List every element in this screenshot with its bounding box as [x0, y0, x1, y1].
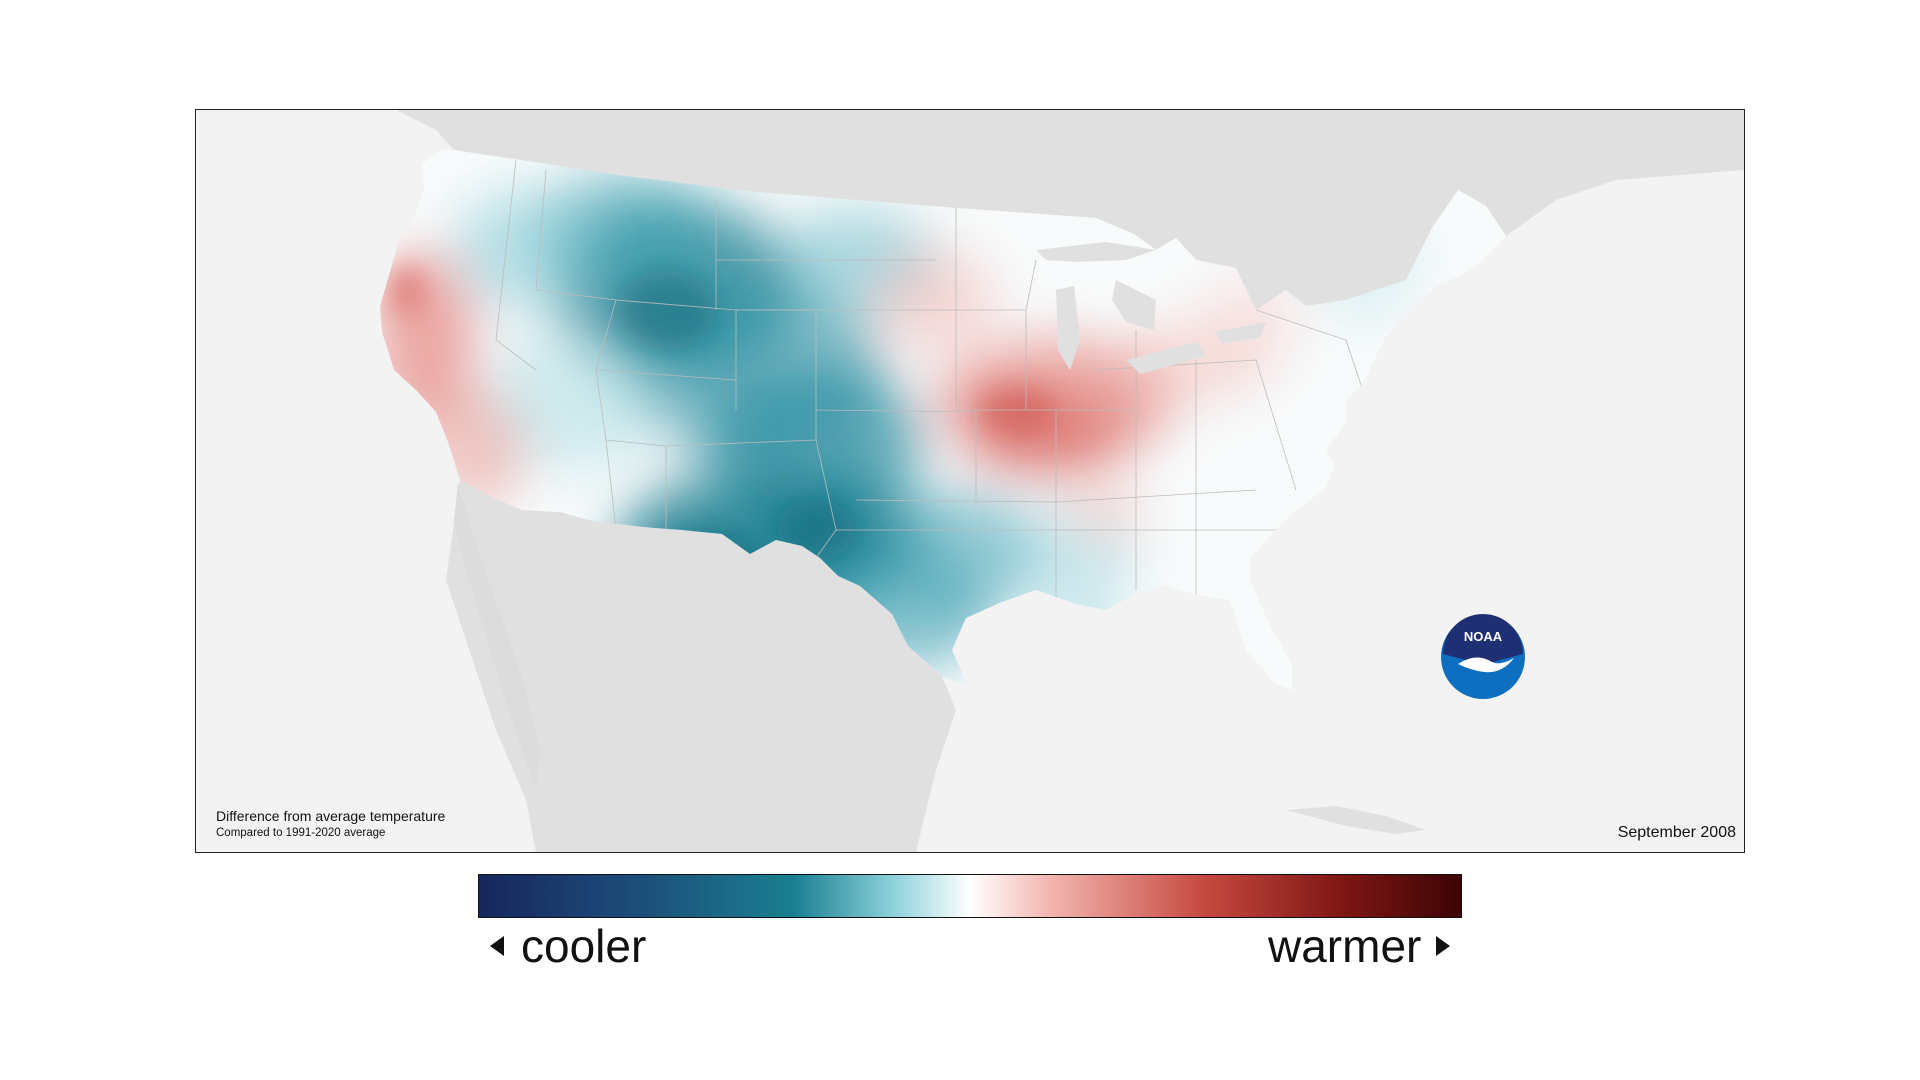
triangle-left-icon	[490, 936, 504, 956]
cooler-label: cooler	[521, 920, 647, 972]
mexico-landmass	[446, 480, 956, 852]
baja-peninsula	[454, 482, 540, 790]
noaa-logo: NOAA	[1441, 614, 1525, 699]
map-caption-subtitle: Compared to 1991-2020 average	[216, 827, 386, 839]
map-canvas	[380, 110, 1744, 852]
canada-landmass	[396, 110, 1744, 310]
triangle-right-icon	[1436, 936, 1450, 956]
temperature-anomaly-map: Difference from average temperature Comp…	[195, 109, 1745, 853]
colorbar	[478, 874, 1462, 918]
state-borders	[495, 159, 1367, 610]
noaa-logo-text: NOAA	[1464, 629, 1503, 644]
warmer-label: warmer	[1268, 920, 1422, 972]
date-label: September 2008	[1617, 824, 1736, 841]
cuba-island	[1286, 806, 1426, 834]
map-caption-title: Difference from average temperature	[216, 808, 446, 824]
great-lakes	[1036, 242, 1266, 374]
